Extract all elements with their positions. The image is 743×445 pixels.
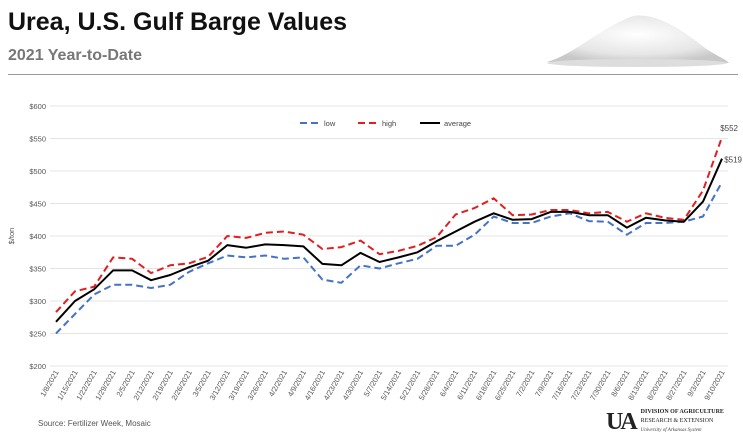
data-label-high: $552 [720,124,738,133]
logo-line1: DIVISION OF AGRICULTURE [640,409,724,415]
y-tick-label: $400 [29,232,46,241]
series-line-low [55,181,723,335]
legend-label-high: high [382,119,396,128]
page-subtitle: 2021 Year-to-Date [8,47,142,64]
y-tick-label: $300 [29,297,46,306]
page-title: Urea, U.S. Gulf Barge Values [8,8,348,36]
y-tick-label: $350 [29,265,46,274]
y-tick-label: $550 [29,135,46,144]
logo-line2: RESEARCH & EXTENSION [640,418,714,424]
data-label-average: $519 [724,156,742,165]
y-tick-label: $450 [29,200,46,209]
y-axis-title: $/ton [7,228,16,245]
y-tick-label: $500 [29,167,46,176]
urea-pile-image [547,15,729,67]
legend-label-average: average [444,119,471,128]
y-tick-label: $250 [29,330,46,339]
logo-mark: UA [606,408,638,435]
logo-line3: University of Arkansas System [640,428,702,433]
uark-logo: UA DIVISION OF AGRICULTURE RESEARCH & EX… [606,408,724,435]
y-tick-label: $600 [29,102,46,111]
series-line-high [55,136,723,313]
series-line-average [55,158,723,323]
legend-label-low: low [324,119,336,128]
source-note: Source: Fertilizer Week, Mosaic [38,419,151,428]
y-tick-label: $200 [29,362,46,371]
title-divider [8,74,738,75]
